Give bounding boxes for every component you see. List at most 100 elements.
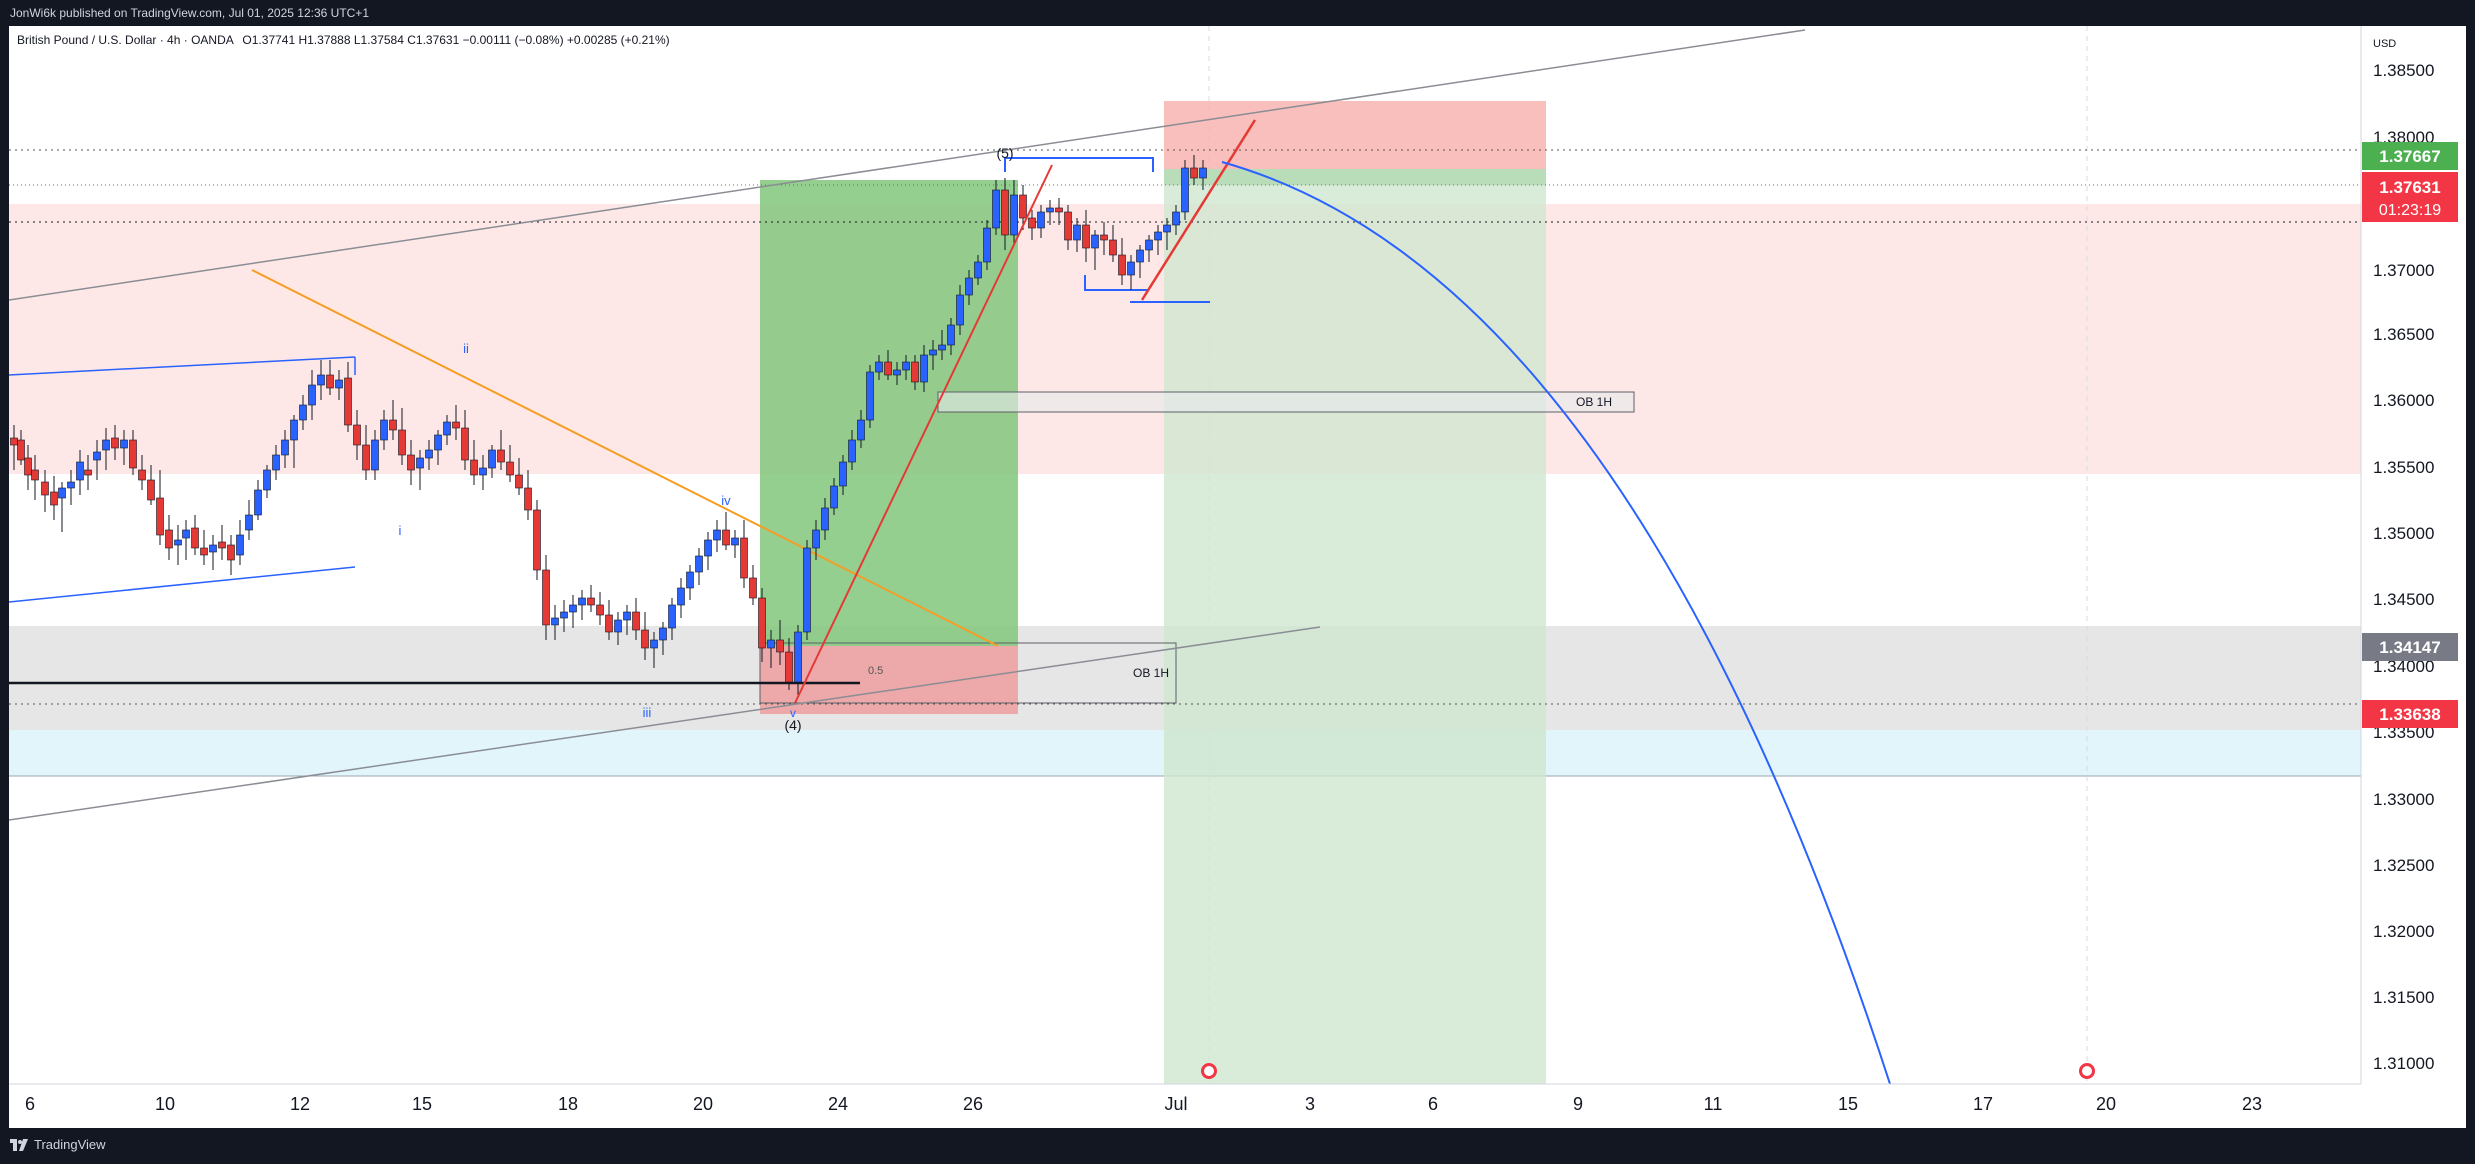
bull-candle — [236, 534, 244, 556]
bull-candle — [974, 261, 982, 279]
bull-candle — [551, 617, 559, 626]
bull-candle — [1154, 231, 1162, 241]
bear-candle — [1028, 217, 1036, 229]
price-tick: 1.32000 — [2373, 922, 2434, 941]
candles — [10, 155, 1207, 695]
descending-trendline[interactable] — [251, 269, 999, 647]
bear-candle — [758, 597, 766, 649]
bull-candle — [947, 324, 955, 346]
bull-candle — [299, 404, 307, 421]
bull-candle — [560, 611, 568, 619]
short-position-profit[interactable] — [1164, 169, 1546, 1084]
bull-candle — [290, 419, 298, 441]
bear-candle — [227, 544, 235, 561]
bull-candle — [479, 467, 487, 476]
ob-1h-lower-box[interactable] — [759, 642, 1177, 704]
wave-v-label: v — [790, 706, 796, 720]
wave-iv-label: iv — [721, 493, 731, 508]
upper-channel-line[interactable] — [8, 29, 1806, 301]
bear-candle — [884, 361, 892, 376]
bull-candle — [1136, 249, 1144, 263]
time-tick: 6 — [1428, 1094, 1438, 1114]
svg-text:1.33638: 1.33638 — [2379, 705, 2440, 724]
price-tick: 1.35500 — [2373, 458, 2434, 477]
bull-candle — [281, 439, 289, 456]
bull-candle — [983, 227, 991, 263]
bull-candle — [416, 457, 424, 469]
tradingview-icon — [10, 1138, 28, 1151]
price-tick: 1.31500 — [2373, 988, 2434, 1007]
wave-ii-label: ii — [463, 341, 469, 356]
bull-candle — [767, 639, 775, 649]
bear-candle — [10, 437, 18, 446]
bear-candle — [785, 651, 793, 683]
bull-candle — [812, 529, 820, 549]
bull-candle — [120, 439, 128, 449]
ob-1h-lower-label: OB 1H — [1133, 666, 1169, 680]
tradingview-logo[interactable]: TradingView — [10, 1137, 106, 1152]
price-tick: 1.31000 — [2373, 1054, 2434, 1073]
lower-channel-line[interactable] — [8, 626, 1321, 821]
bear-candle — [398, 429, 406, 456]
bull-candle — [578, 597, 586, 606]
bull-candle — [425, 449, 433, 459]
bull-candle — [650, 639, 658, 649]
bear-candle — [506, 461, 514, 476]
bull-candle — [1073, 224, 1081, 241]
bear-candle — [50, 491, 58, 506]
chart-svg[interactable]: OB 1H OB 1H 0.5 (5) (4) ii i iii iv v Br… — [8, 26, 2466, 1128]
bull-candle — [182, 529, 190, 539]
price-tick: 1.32500 — [2373, 856, 2434, 875]
bear-candle — [461, 427, 469, 461]
bull-candle — [272, 454, 280, 471]
rising-trendline-2[interactable] — [1140, 119, 1257, 301]
bull-candle — [93, 451, 101, 461]
bear-candle — [147, 479, 155, 501]
bull-candle — [317, 374, 325, 386]
rising-trendline[interactable] — [794, 164, 1053, 704]
time-tick: 18 — [558, 1094, 578, 1114]
brand-label: TradingView — [34, 1137, 106, 1152]
time-tick: 3 — [1305, 1094, 1315, 1114]
wave-iii-label: iii — [643, 705, 652, 720]
bull-candle — [893, 369, 901, 376]
ob-1h-upper-box[interactable] — [937, 391, 1635, 413]
bear-candle — [749, 577, 757, 599]
time-tick: 26 — [963, 1094, 983, 1114]
bear-candle — [515, 474, 523, 489]
long-position-profit[interactable] — [760, 180, 1018, 646]
price-tick: 1.34000 — [2373, 657, 2434, 676]
publish-info: JonWi6k published on TradingView.com, Ju… — [10, 6, 369, 20]
bear-candle — [191, 527, 199, 549]
bull-candle — [443, 421, 451, 436]
bear-candle — [1100, 234, 1108, 241]
bull-candle — [830, 485, 838, 509]
time-tick: 10 — [155, 1094, 175, 1114]
projection-curve[interactable] — [1221, 161, 1891, 1085]
bull-candle — [965, 277, 973, 296]
bull-candle — [1199, 167, 1207, 179]
bear-candle — [1064, 211, 1072, 241]
chart-area[interactable]: OB 1H OB 1H 0.5 (5) (4) ii i iii iv v Br… — [8, 26, 2466, 1128]
bull-candle — [659, 627, 667, 641]
bull-candle — [1181, 167, 1189, 213]
time-tick: Jul — [1164, 1094, 1187, 1114]
sl-price-badge — [2362, 700, 2458, 728]
bull-candle — [174, 539, 182, 546]
bull-candle — [866, 371, 874, 421]
bear-candle — [524, 487, 532, 511]
short-position-risk[interactable] — [1164, 101, 1546, 169]
svg-text:1.37667: 1.37667 — [2379, 147, 2440, 166]
bear-candle — [452, 421, 460, 429]
bull-candle — [704, 539, 712, 557]
bear-candle — [722, 529, 730, 546]
bull-candle — [695, 555, 703, 573]
symbol-title: British Pound / U.S. Dollar · 4h · OANDA… — [17, 33, 670, 47]
time-axis[interactable] — [9, 1084, 2466, 1128]
time-tick: 15 — [412, 1094, 432, 1114]
bull-candle — [938, 344, 946, 351]
bull-candle — [569, 604, 577, 613]
bull-candle — [67, 481, 75, 489]
bear-candle — [911, 361, 919, 383]
time-tick: 6 — [25, 1094, 35, 1114]
